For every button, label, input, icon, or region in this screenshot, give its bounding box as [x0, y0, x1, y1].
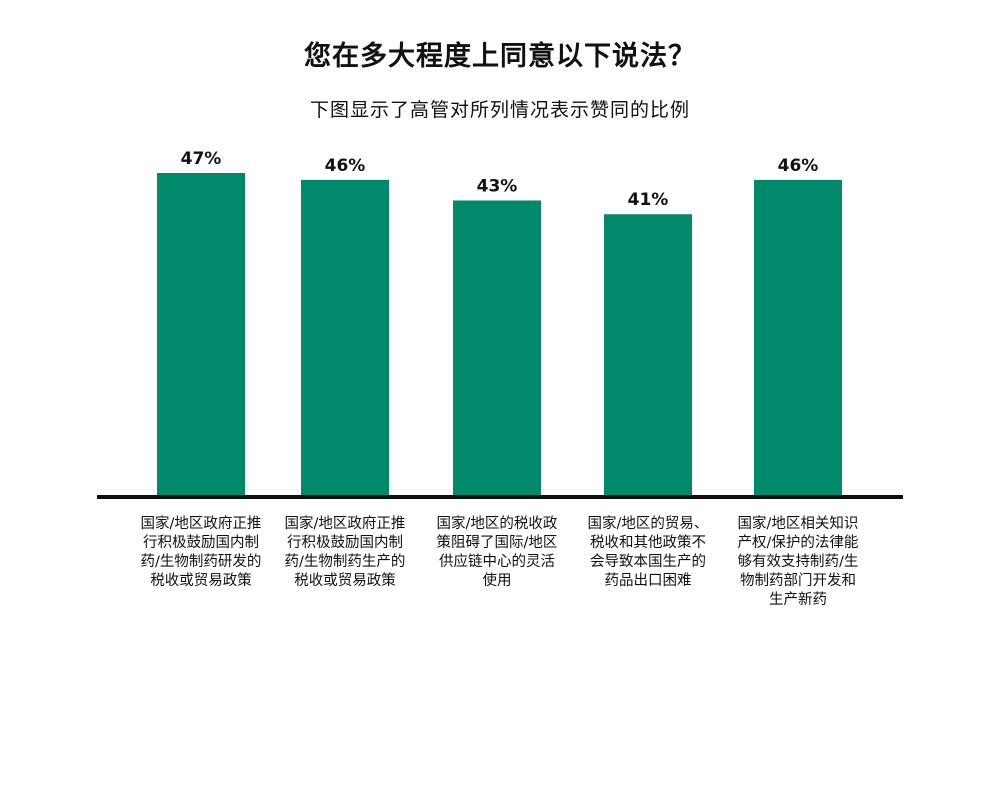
- chart-subtitle: 下图显示了高管对所列情况表示赞同的比例: [309, 99, 690, 121]
- bar-2: [301, 179, 389, 496]
- value-label-1: 47%: [181, 149, 222, 169]
- category-label-3: 国家/地区的税收政策阻碍了国际/地区供应链中心的灵活使用: [436, 516, 558, 589]
- value-label-2: 46%: [325, 156, 366, 176]
- category-label-2: 国家/地区政府正推行积极鼓励国内制药/生物制药生产的税收或贸易政策: [284, 516, 406, 589]
- category-label-1: 国家/地区政府正推行积极鼓励国内制药/生物制药研发的税收或贸易政策: [140, 516, 262, 589]
- bar-4: [604, 214, 692, 496]
- bar-1: [157, 173, 245, 496]
- category-label-5: 国家/地区相关知识产权/保护的法律能够有效支持制药/生物制药部门开发和生产新药: [737, 516, 859, 608]
- value-label-3: 43%: [477, 176, 518, 196]
- bar-3: [453, 200, 541, 496]
- value-label-4: 41%: [628, 190, 669, 210]
- bar-5: [754, 179, 842, 496]
- value-label-5: 46%: [778, 156, 819, 176]
- category-label-4: 国家/地区的贸易、税收和其他政策不会导致本国生产的药品出口困难: [587, 516, 709, 589]
- chart-title: 您在多大程度上同意以下说法？: [304, 41, 696, 72]
